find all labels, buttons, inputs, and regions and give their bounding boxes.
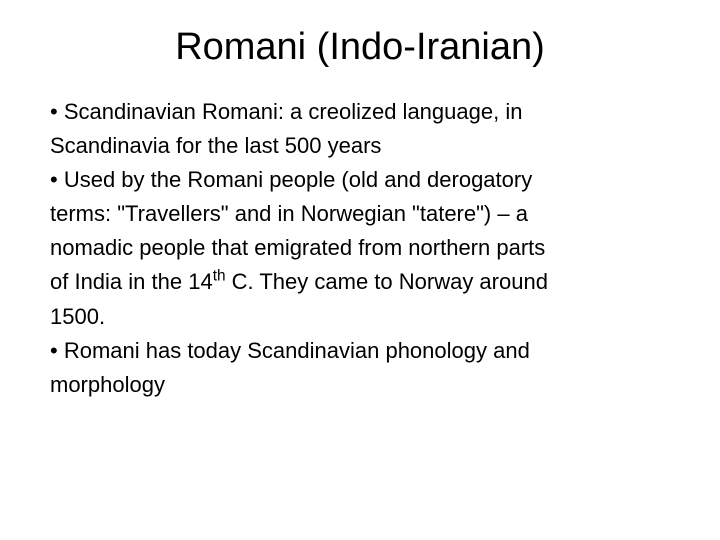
- body-line: morphology: [50, 368, 670, 402]
- body-line: 1500.: [50, 300, 670, 334]
- body-line: • Romani has today Scandinavian phonolog…: [50, 334, 670, 368]
- body-line: Scandinavia for the last 500 years: [50, 129, 670, 163]
- slide-body: • Scandinavian Romani: a creolized langu…: [50, 95, 670, 402]
- body-line: • Used by the Romani people (old and der…: [50, 163, 670, 197]
- body-line: terms: "Travellers" and in Norwegian "ta…: [50, 197, 670, 231]
- slide-title: Romani (Indo-Iranian): [50, 26, 670, 69]
- ordinal-superscript: th: [213, 268, 226, 285]
- body-line: nomadic people that emigrated from north…: [50, 231, 670, 265]
- body-line: of India in the 14th C. They came to Nor…: [50, 265, 670, 299]
- body-line: • Scandinavian Romani: a creolized langu…: [50, 95, 670, 129]
- slide: Romani (Indo-Iranian) • Scandinavian Rom…: [0, 0, 720, 540]
